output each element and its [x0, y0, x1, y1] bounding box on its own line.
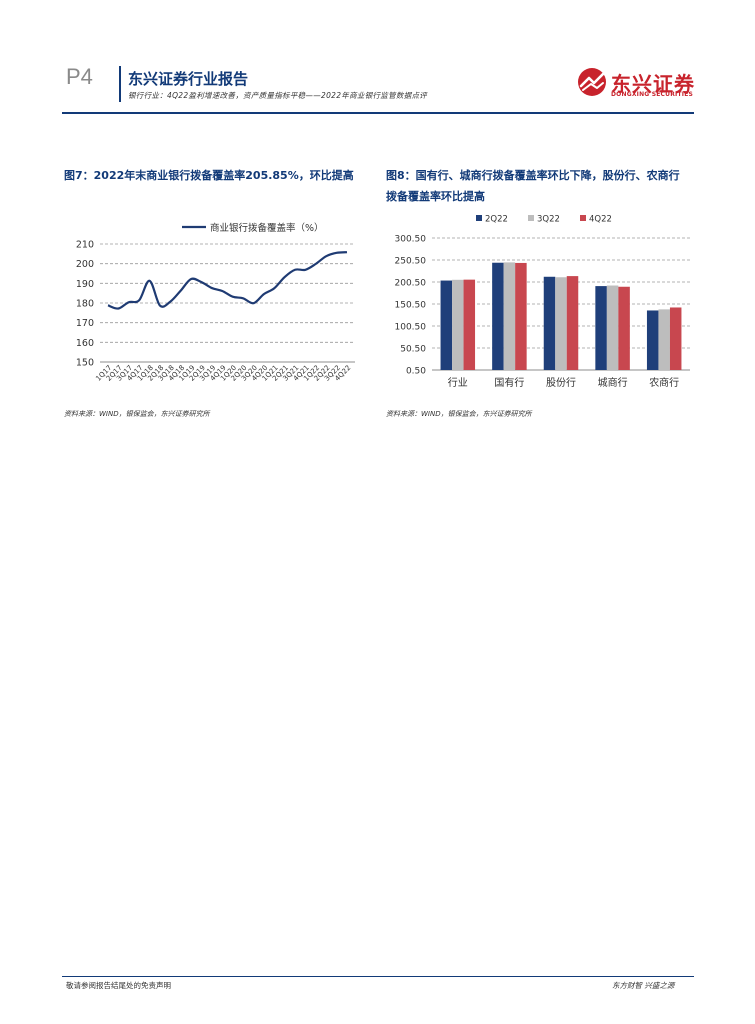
x-tick-label: 股份行 — [546, 376, 576, 389]
footer-disclaimer: 敬请参阅报告结尾处的免责声明 — [66, 981, 171, 990]
legend-label: 2Q22 — [485, 215, 508, 225]
y-tick-label: 180 — [76, 299, 94, 310]
y-tick-label: 200 — [76, 259, 94, 270]
legend-label: 3Q22 — [537, 215, 560, 225]
y-tick-label: 190 — [76, 279, 94, 290]
report-subtitle: 银行行业：4Q22盈利增速改善，资产质量指标平稳——2022年商业银行监管数据点… — [128, 91, 428, 100]
logo-text-en: DONGXING SECURITIES — [611, 91, 694, 98]
bar — [452, 279, 464, 370]
header-divider — [119, 66, 121, 102]
logo-mark-icon — [578, 68, 606, 96]
bar — [606, 285, 619, 370]
y-tick-label: 150 — [76, 358, 94, 369]
footer-slogan: 东方财智 兴盛之源 — [612, 981, 675, 990]
y-tick-label: 50.50 — [400, 345, 426, 355]
y-tick-label: 100.50 — [395, 323, 427, 333]
y-tick-label: 150.50 — [395, 301, 427, 311]
bar — [463, 279, 476, 370]
legend-swatch — [528, 215, 534, 221]
logo-text: 东兴证券 — [611, 72, 695, 96]
bar — [440, 280, 453, 370]
x-tick-label: 国有行 — [494, 376, 524, 389]
figure7-source: 资料来源：WIND，银保监会，东兴证券研究所 — [64, 410, 210, 418]
y-tick-label: 160 — [76, 338, 94, 349]
bar — [543, 276, 556, 370]
bar-chart-provision-coverage-by-bank-type: 2Q22 3Q22 4Q22 0.50 50.50 100.50 150.50 200.50 2… — [395, 215, 690, 389]
legend-label: 4Q22 — [589, 215, 612, 225]
figure7-title: 图7：2022年末商业银行拨备覆盖率205.85%，环比提高 — [64, 169, 354, 182]
y-tick-label: 170 — [76, 318, 94, 329]
y-tick-label: 250.50 — [395, 257, 427, 267]
y-tick-label: 300.50 — [395, 235, 427, 245]
bar — [515, 262, 527, 370]
company-logo: 东兴证券 DONGXING SECURITIES — [577, 67, 697, 101]
bar — [646, 310, 659, 370]
bar — [595, 286, 607, 370]
bar — [658, 309, 670, 370]
page-number: P4 — [66, 64, 93, 89]
legend-label: 商业银行拨备覆盖率（%） — [210, 222, 324, 234]
series-line — [107, 251, 348, 310]
bar — [492, 262, 504, 370]
x-tick-label: 行业 — [448, 376, 468, 389]
figure8-title-line2: 拨备覆盖率环比提高 — [386, 190, 485, 203]
bar — [503, 262, 516, 370]
line-chart-provision-coverage: 商业银行拨备覆盖率（%）1501601701801902002101Q172Q1… — [76, 222, 355, 383]
bar — [555, 277, 567, 370]
y-tick-label: 210 — [76, 240, 94, 251]
legend-swatch — [580, 215, 586, 221]
figure8-title: 图8：国有行、城商行拨备覆盖率环比下降，股份行、农商行 拨备覆盖率环比提高 — [386, 165, 696, 207]
x-tick-label: 城商行 — [598, 376, 628, 389]
footer-rule — [62, 976, 694, 977]
header-rule — [62, 112, 694, 114]
y-tick-label: 200.50 — [395, 279, 427, 289]
legend-swatch — [476, 215, 482, 221]
figure8-source: 资料来源：WIND，银保监会，东兴证券研究所 — [386, 410, 532, 418]
report-title: 东兴证券行业报告 — [128, 70, 249, 88]
y-tick-label: 0.50 — [406, 367, 426, 377]
bar — [566, 276, 579, 370]
bar — [669, 307, 682, 370]
bar — [618, 286, 630, 370]
figure8-title-line1: 图8：国有行、城商行拨备覆盖率环比下降，股份行、农商行 — [386, 169, 680, 182]
x-tick-label: 农商行 — [649, 376, 679, 389]
